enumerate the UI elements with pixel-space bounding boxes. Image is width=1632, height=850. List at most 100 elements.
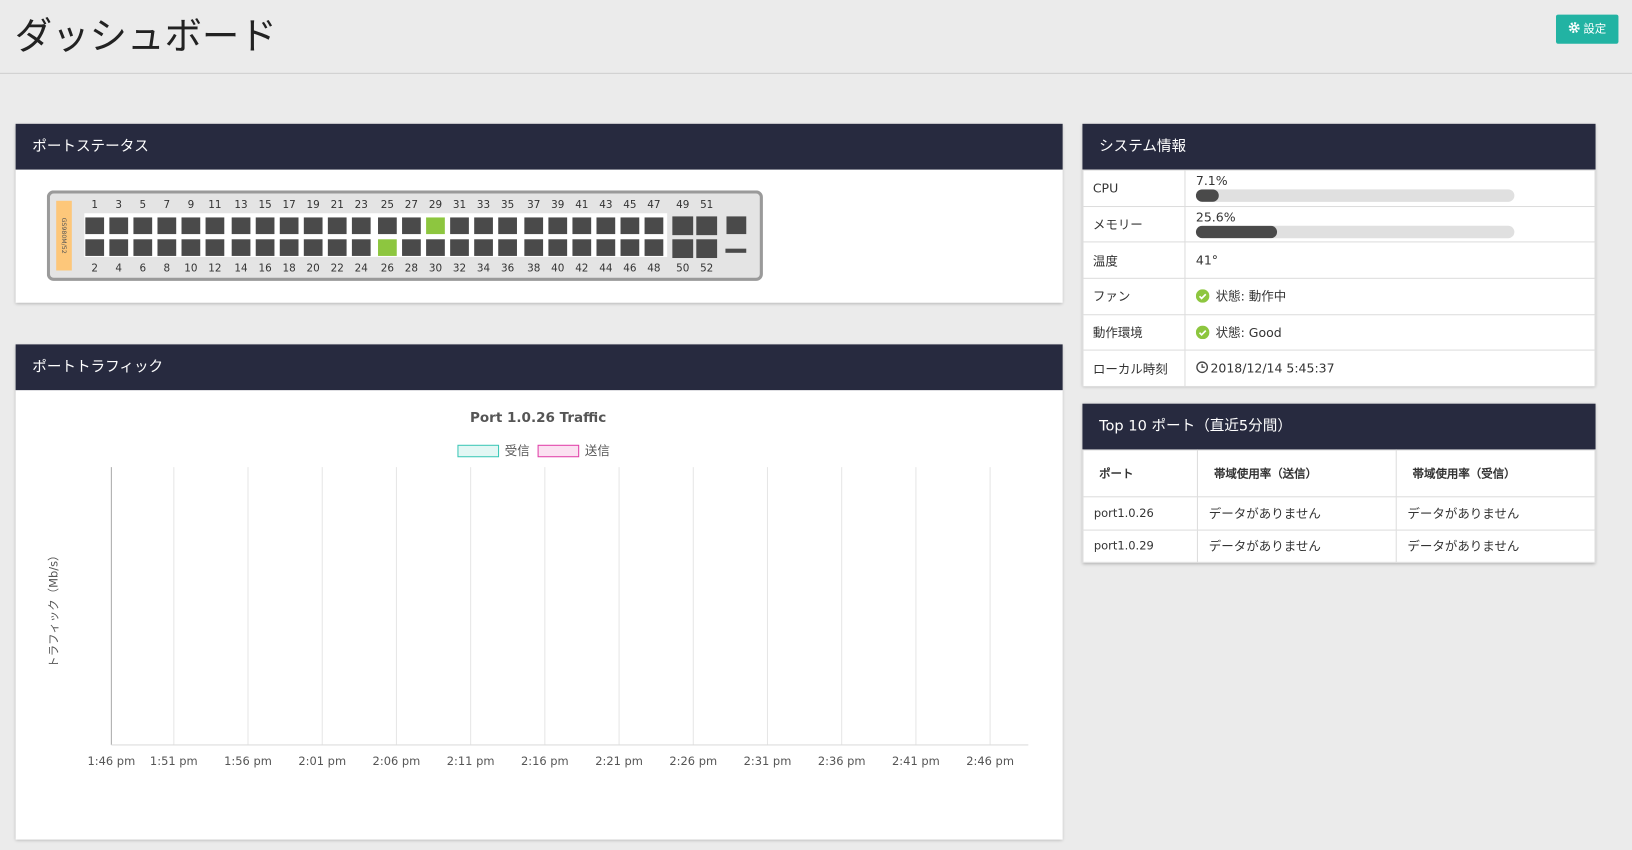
port: [351, 217, 371, 235]
info-row: 温度 41°: [1082, 241, 1596, 279]
info-value: 25.6%: [1184, 205, 1596, 243]
port: [378, 217, 397, 235]
port: [85, 239, 105, 256]
cell: データがありません: [1197, 529, 1397, 563]
panel-title: システム情報: [1082, 123, 1596, 170]
x-tick-label: 2:46 pm: [966, 754, 1014, 768]
legend-label: 送信: [585, 443, 610, 458]
port: [231, 217, 251, 235]
port: [402, 217, 421, 235]
port-number: 10: [184, 262, 197, 274]
traffic-chart: Port 1.0.26 Traffic トラフィック（Mb/s） 1:46 pm…: [47, 410, 1029, 768]
port-number: 26: [381, 262, 394, 274]
port: [524, 239, 544, 256]
port: [279, 239, 299, 256]
legend-label: 受信: [505, 443, 530, 458]
x-tick-label: 2:11 pm: [447, 754, 495, 768]
port: [205, 239, 225, 256]
top-ports-panel: Top 10 ポート（直近5分間） ポート 帯域使用率（送信） 帯域使用率（受信） p…: [1082, 403, 1596, 563]
port-traffic-panel: ポートトラフィック: [15, 344, 1063, 840]
model-label-bg: [56, 200, 72, 271]
info-row: ローカル時刻 2018/12/14 5:45:37: [1082, 350, 1596, 388]
header-row: ポート 帯域使用率（送信） 帯域使用率（受信）: [1082, 449, 1596, 498]
port: [402, 239, 421, 256]
port: [672, 239, 694, 259]
port-number: 35: [501, 199, 514, 211]
port-number: 27: [405, 199, 418, 211]
column-header: ポート: [1082, 449, 1199, 498]
clock-icon: [1196, 361, 1209, 374]
port: [85, 217, 105, 235]
x-tick-label: 1:56 pm: [224, 754, 272, 768]
y-axis-label: トラフィック（Mb/s）: [47, 550, 61, 668]
console-port: [726, 216, 747, 235]
port-number: 23: [355, 199, 368, 211]
port-number: 39: [551, 199, 564, 211]
port-number: 48: [647, 262, 660, 274]
port-number: 47: [647, 199, 660, 211]
port: [133, 217, 153, 235]
cell: データがありません: [1395, 496, 1596, 531]
system-info-panel: システム情報 CPU 7.1% メモリー 25.6% 温度 41° ファン 状態: 動作中 動作…: [1082, 123, 1596, 388]
progress-bar: [1195, 189, 1219, 203]
port: [524, 217, 544, 235]
port: [696, 239, 718, 259]
port: [426, 217, 445, 235]
cell: port1.0.29: [1082, 529, 1199, 563]
clock-text: 2018/12/14 5:45:37: [1210, 361, 1335, 376]
info-label: メモリー: [1082, 205, 1186, 243]
port: [672, 216, 694, 236]
port: [450, 239, 469, 256]
port-number: 24: [355, 262, 369, 274]
x-tick-label: 2:41 pm: [892, 754, 940, 768]
column-header: 帯域使用率（送信）: [1197, 449, 1397, 498]
info-label: 動作環境: [1082, 313, 1186, 352]
info-label: ローカル時刻: [1082, 350, 1186, 388]
port-number: 41: [575, 199, 588, 211]
port-number: 7: [164, 199, 171, 211]
legend-swatch: [537, 444, 580, 458]
port-number: 11: [208, 199, 221, 211]
settings-button[interactable]: 設定: [1555, 14, 1619, 44]
legend-swatch: [457, 444, 500, 458]
progress-track: [1195, 189, 1515, 203]
port: [620, 217, 640, 235]
port-number: 14: [234, 262, 248, 274]
port-number: 34: [477, 262, 491, 274]
port-number: 38: [527, 262, 540, 274]
info-value: 41°: [1184, 241, 1596, 279]
port-number: 21: [331, 199, 344, 211]
status-icon: [1195, 289, 1210, 304]
port: [255, 239, 275, 256]
port: [231, 239, 251, 256]
info-label: CPU: [1082, 169, 1186, 207]
port: [696, 216, 718, 236]
port: [303, 217, 323, 235]
port-number: 12: [208, 262, 221, 274]
port-number: 49: [676, 199, 689, 211]
port: [596, 217, 616, 235]
port-number: 29: [429, 199, 442, 211]
port: [109, 217, 129, 235]
progress-bar: [1195, 225, 1278, 239]
settings-label: 設定: [1583, 21, 1607, 36]
port: [157, 217, 177, 235]
port-number: 33: [477, 199, 490, 211]
port-number: 13: [234, 199, 247, 211]
port: [327, 239, 347, 256]
info-value: 状態: 動作中: [1184, 277, 1596, 315]
info-value: 7.1%: [1184, 169, 1596, 207]
port-number: 2: [91, 262, 98, 274]
port: [181, 239, 201, 256]
status-icon: [1195, 325, 1210, 340]
x-tick-label: 2:26 pm: [669, 754, 717, 768]
switch-graphic: GS980M/52 1 3 5 7 9 11 13 15 17 19 21 23 25 27 29 31 33 3…: [46, 190, 763, 281]
status-text: 状態: 動作中: [1215, 289, 1287, 305]
chart-title: Port 1.0.26 Traffic: [470, 410, 606, 426]
port-number: 16: [258, 262, 271, 274]
port-number: 40: [551, 262, 564, 274]
port: [620, 239, 640, 256]
panel-title: ポートステータス: [15, 123, 1063, 170]
value-text: 7.1%: [1195, 173, 1228, 189]
